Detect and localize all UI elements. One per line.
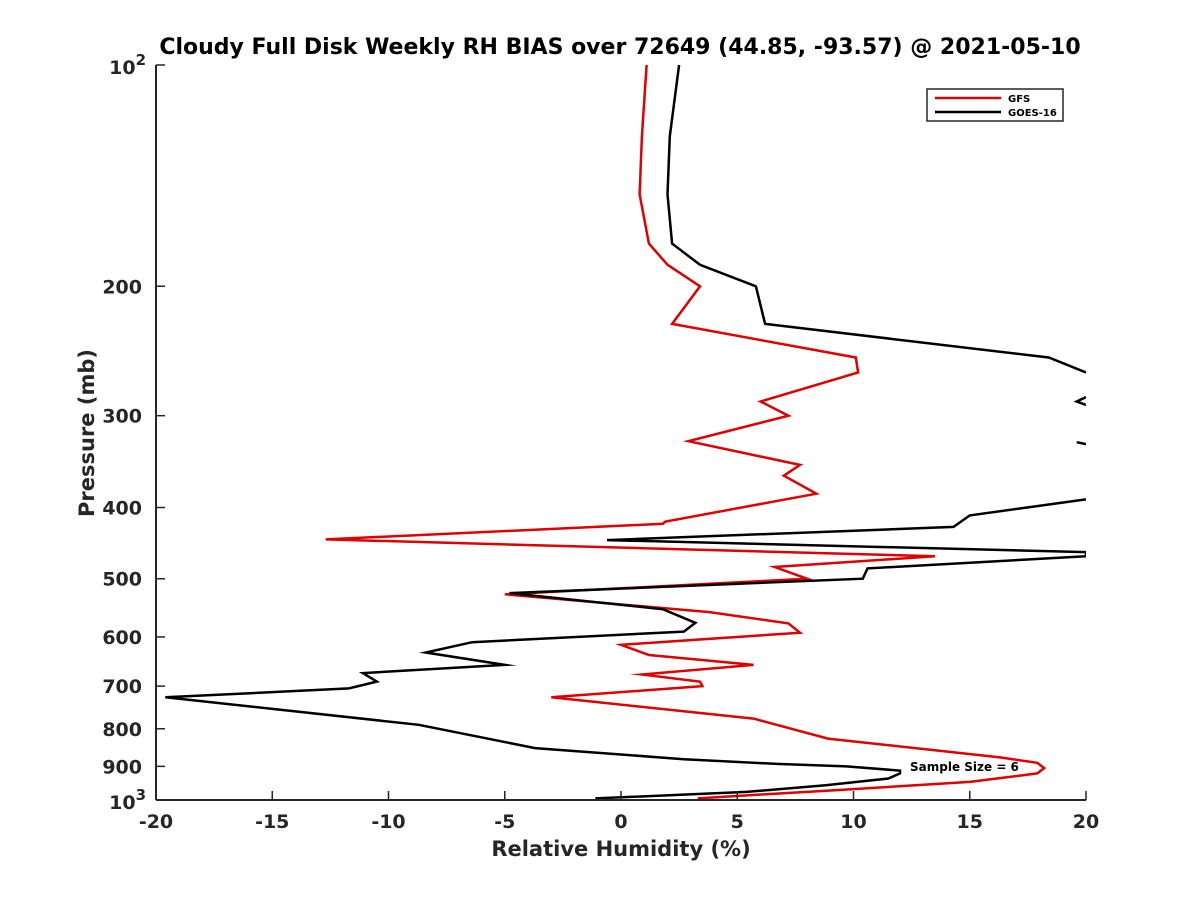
x-tick-label: 15 — [957, 811, 983, 833]
x-ticks: -20 -15 -10 -5 0 5 10 15 20 — [139, 791, 1099, 833]
y-tick-label: 900 — [102, 756, 142, 778]
x-tick-label: 5 — [731, 811, 744, 833]
y-tick-label: 200 — [102, 276, 142, 298]
y-axis-label: Pressure (mb) — [75, 349, 99, 517]
x-tick-label: -5 — [494, 811, 515, 833]
y-tick-label: 700 — [102, 676, 142, 698]
y-tick-label: 400 — [102, 498, 142, 520]
y-tick-label: 103 — [109, 786, 146, 814]
plot-area — [165, 65, 1086, 800]
y-tick-label: 500 — [102, 569, 142, 591]
x-tick-label: 20 — [1073, 811, 1099, 833]
y-ticks: 102 200 300 400 500 600 700 800 900 103 — [102, 51, 165, 814]
y-tick-label: 300 — [102, 406, 142, 428]
x-tick-label: -20 — [139, 811, 173, 833]
chart-title: Cloudy Full Disk Weekly RH BIAS over 726… — [159, 35, 1080, 60]
x-axis-label: Relative Humidity (%) — [491, 837, 750, 861]
x-tick-label: -10 — [371, 811, 405, 833]
y-tick-label: 600 — [102, 627, 142, 649]
legend-label-gfs: GFS — [1008, 94, 1030, 105]
x-tick-label: 0 — [614, 811, 627, 833]
x-tick-label: -15 — [255, 811, 289, 833]
x-tick-label: 10 — [840, 811, 866, 833]
legend-label-goes-16: GOES-16 — [1008, 108, 1057, 119]
y-tick-label: 800 — [102, 719, 142, 741]
sample-size-annotation: Sample Size = 6 — [910, 760, 1019, 774]
series-line-goes-16 — [165, 65, 1086, 800]
y-tick-label: 102 — [109, 51, 146, 79]
series-line-gfs — [325, 65, 1047, 800]
legend-box — [926, 88, 1064, 122]
legend: GFS GOES-16 — [926, 88, 1064, 122]
